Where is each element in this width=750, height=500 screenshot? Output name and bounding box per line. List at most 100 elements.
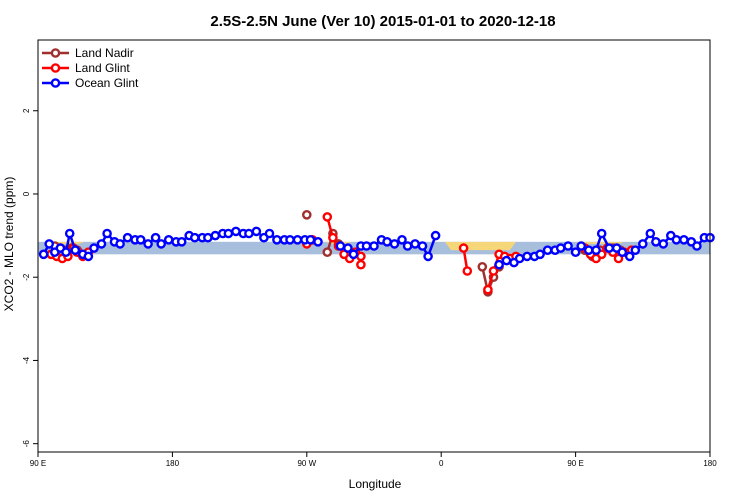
series-layer	[38, 209, 715, 297]
data-point	[638, 239, 648, 249]
data-point	[604, 243, 615, 253]
x-tick-label: 90 E	[30, 459, 46, 468]
data-point	[397, 234, 407, 245]
legend-marker	[50, 78, 61, 88]
data-point	[563, 241, 573, 251]
data-point	[143, 239, 153, 249]
data-point	[115, 239, 125, 249]
legend-marker	[50, 48, 61, 58]
data-point	[102, 228, 112, 239]
y-tick-label: -6	[22, 440, 31, 448]
data-point	[264, 228, 275, 239]
data-point	[542, 245, 553, 255]
chart-title: 2.5S-2.5N June (Ver 10) 2015-01-01 to 20…	[210, 13, 555, 30]
data-point	[356, 259, 366, 270]
x-axis-label: Longitude	[349, 477, 402, 491]
data-point	[96, 239, 107, 249]
series-ocean-glint	[38, 226, 715, 270]
data-point	[630, 245, 641, 255]
data-point	[645, 228, 656, 239]
data-point	[348, 249, 359, 260]
data-point	[305, 234, 316, 245]
legend-label: Land Glint	[75, 61, 130, 75]
data-point	[356, 251, 366, 262]
y-tick-label: 0	[22, 191, 31, 196]
data-point	[313, 236, 323, 247]
data-point	[501, 255, 512, 266]
x-tick-label: 90 E	[567, 459, 583, 468]
y-tick-label: -4	[22, 356, 31, 364]
data-point	[83, 251, 94, 262]
y-tick-label: -2	[22, 273, 31, 281]
data-point	[624, 251, 635, 262]
data-point	[596, 228, 607, 239]
legend-label: Ocean Glint	[75, 76, 139, 90]
data-point	[361, 241, 372, 251]
data-point	[176, 236, 187, 247]
trend-band-highlight-0	[54, 241, 85, 244]
data-point	[535, 249, 545, 260]
data-point	[244, 228, 254, 239]
x-tick-label: 180	[166, 459, 180, 468]
data-point	[122, 232, 133, 243]
data-point	[679, 234, 689, 245]
data-point	[163, 234, 174, 245]
data-point	[38, 249, 49, 260]
data-point	[150, 232, 161, 243]
data-point	[617, 247, 628, 257]
data-point	[231, 226, 241, 237]
data-point	[203, 232, 213, 243]
x-tick-label: 0	[439, 459, 444, 468]
data-point	[272, 234, 282, 245]
data-point	[64, 228, 75, 239]
data-point	[458, 243, 469, 253]
y-axis-label: XCO2 - MLO trend (ppm)	[2, 177, 16, 312]
data-point	[423, 251, 433, 262]
data-point	[61, 247, 71, 257]
data-point	[343, 243, 353, 253]
data-point	[389, 239, 400, 249]
data-point	[410, 239, 420, 249]
data-point	[658, 239, 669, 249]
x-tick-label: 90 W	[297, 459, 316, 468]
data-point	[135, 234, 146, 245]
data-point	[369, 241, 379, 251]
data-point	[430, 230, 441, 241]
trend-band-highlight-2	[444, 241, 516, 251]
data-point	[70, 245, 81, 255]
data-point	[692, 241, 702, 251]
data-point	[477, 261, 488, 272]
data-point	[301, 209, 312, 220]
data-point	[189, 232, 200, 243]
data-point	[382, 236, 392, 247]
data-point	[251, 226, 262, 237]
data-point	[223, 228, 234, 239]
data-point	[671, 234, 682, 245]
data-point	[494, 259, 504, 270]
data-point	[417, 241, 428, 251]
data-point	[522, 251, 532, 262]
data-point	[89, 243, 99, 253]
data-point	[285, 234, 295, 245]
data-point	[483, 284, 493, 295]
y-axis: -6 -4 -2 0 2	[22, 108, 38, 447]
data-point	[322, 247, 333, 257]
y-tick-label: 2	[22, 108, 31, 113]
legend-marker	[50, 63, 61, 73]
data-point	[651, 236, 661, 247]
data-point	[555, 243, 566, 253]
data-point	[402, 241, 413, 251]
data-point	[462, 266, 473, 276]
x-tick-label: 180	[703, 459, 717, 468]
data-point	[210, 230, 221, 241]
data-point	[322, 212, 333, 222]
data-point	[570, 247, 581, 257]
data-point	[328, 232, 338, 243]
data-point	[488, 266, 499, 276]
legend-label: Land Nadir	[75, 46, 134, 60]
plot-frame	[37, 39, 711, 453]
data-point	[576, 241, 587, 251]
data-point	[591, 245, 601, 255]
